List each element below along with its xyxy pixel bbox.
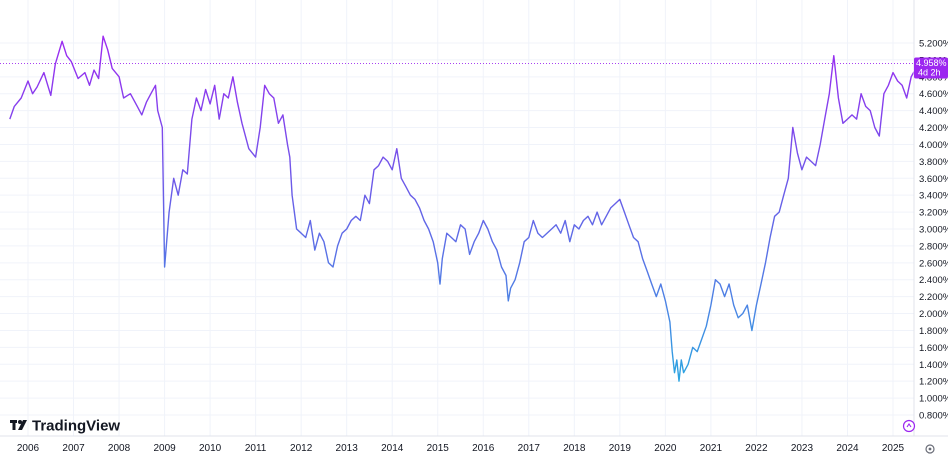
y-tick-label: 1.200% xyxy=(919,377,948,388)
y-tick-label: 3.000% xyxy=(919,225,948,236)
y-tick-label: 1.800% xyxy=(919,326,948,337)
y-tick-label: 1.000% xyxy=(919,394,948,405)
x-tick-label: 2013 xyxy=(336,443,359,454)
x-tick-label: 2011 xyxy=(245,443,267,454)
x-tick-label: 2021 xyxy=(700,443,723,454)
x-tick-label: 2010 xyxy=(199,443,222,454)
tradingview-logo-text: TradingView xyxy=(32,418,120,435)
grid-lines xyxy=(0,0,914,436)
x-tick-label: 2006 xyxy=(17,443,40,454)
y-tick-label: 2.200% xyxy=(919,292,948,303)
y-tick-label: 2.600% xyxy=(919,258,948,269)
x-tick-label: 2023 xyxy=(791,443,814,454)
y-tick-label: 2.800% xyxy=(919,241,948,252)
y-tick-label: 1.600% xyxy=(919,343,948,354)
y-tick-label: 1.400% xyxy=(919,360,948,371)
tradingview-logo[interactable]: TradingView xyxy=(10,418,120,435)
price-axis[interactable]: 0.800% 1.000% 1.200% 1.400% 1.600% 1.800% 2.00… xyxy=(919,39,948,422)
x-tick-label: 2016 xyxy=(472,443,495,454)
settings-button[interactable] xyxy=(925,444,935,454)
y-tick-label: 5.200% xyxy=(919,39,948,50)
y-tick-label: 3.600% xyxy=(919,174,948,185)
plot-area[interactable] xyxy=(9,35,921,382)
scroll-to-latest-icon xyxy=(902,419,916,433)
bar-countdown: 4d 2h xyxy=(918,67,941,77)
y-tick-label: 3.400% xyxy=(919,191,948,202)
x-tick-label: 2012 xyxy=(290,443,313,454)
gear-icon xyxy=(925,444,935,454)
x-tick-label: 2015 xyxy=(427,443,450,454)
scroll-to-latest-button[interactable] xyxy=(902,419,916,433)
last-price-value: 4.958% xyxy=(916,58,947,68)
tradingview-logo-icon xyxy=(10,420,27,430)
y-tick-label: 4.600% xyxy=(919,89,948,100)
y-tick-label: 0.800% xyxy=(919,411,948,422)
x-tick-label: 2017 xyxy=(518,443,541,454)
last-price-marker: 4.958%4d 2h xyxy=(0,57,948,79)
y-tick-label: 4.200% xyxy=(919,123,948,134)
x-tick-label: 2007 xyxy=(62,443,85,454)
x-tick-label: 2008 xyxy=(108,443,131,454)
x-tick-label: 2024 xyxy=(836,443,859,454)
x-tick-label: 2025 xyxy=(882,443,905,454)
y-tick-label: 2.000% xyxy=(919,309,948,320)
x-tick-label: 2022 xyxy=(745,443,768,454)
y-tick-label: 4.000% xyxy=(919,140,948,151)
x-tick-label: 2009 xyxy=(153,443,176,454)
y-tick-label: 3.800% xyxy=(919,157,948,168)
y-tick-label: 4.400% xyxy=(919,106,948,117)
last-price-badge xyxy=(914,57,948,79)
time-axis[interactable]: 2006 2007 2008 2009 2010 2011 2012 2013 2014 2015… xyxy=(17,443,905,454)
series-line[interactable] xyxy=(9,35,921,382)
x-tick-label: 2020 xyxy=(654,443,677,454)
y-tick-label: 2.400% xyxy=(919,275,948,286)
x-tick-label: 2014 xyxy=(381,443,404,454)
x-tick-label: 2018 xyxy=(563,443,586,454)
x-tick-label: 2019 xyxy=(609,443,632,454)
y-tick-label: 3.200% xyxy=(919,208,948,219)
